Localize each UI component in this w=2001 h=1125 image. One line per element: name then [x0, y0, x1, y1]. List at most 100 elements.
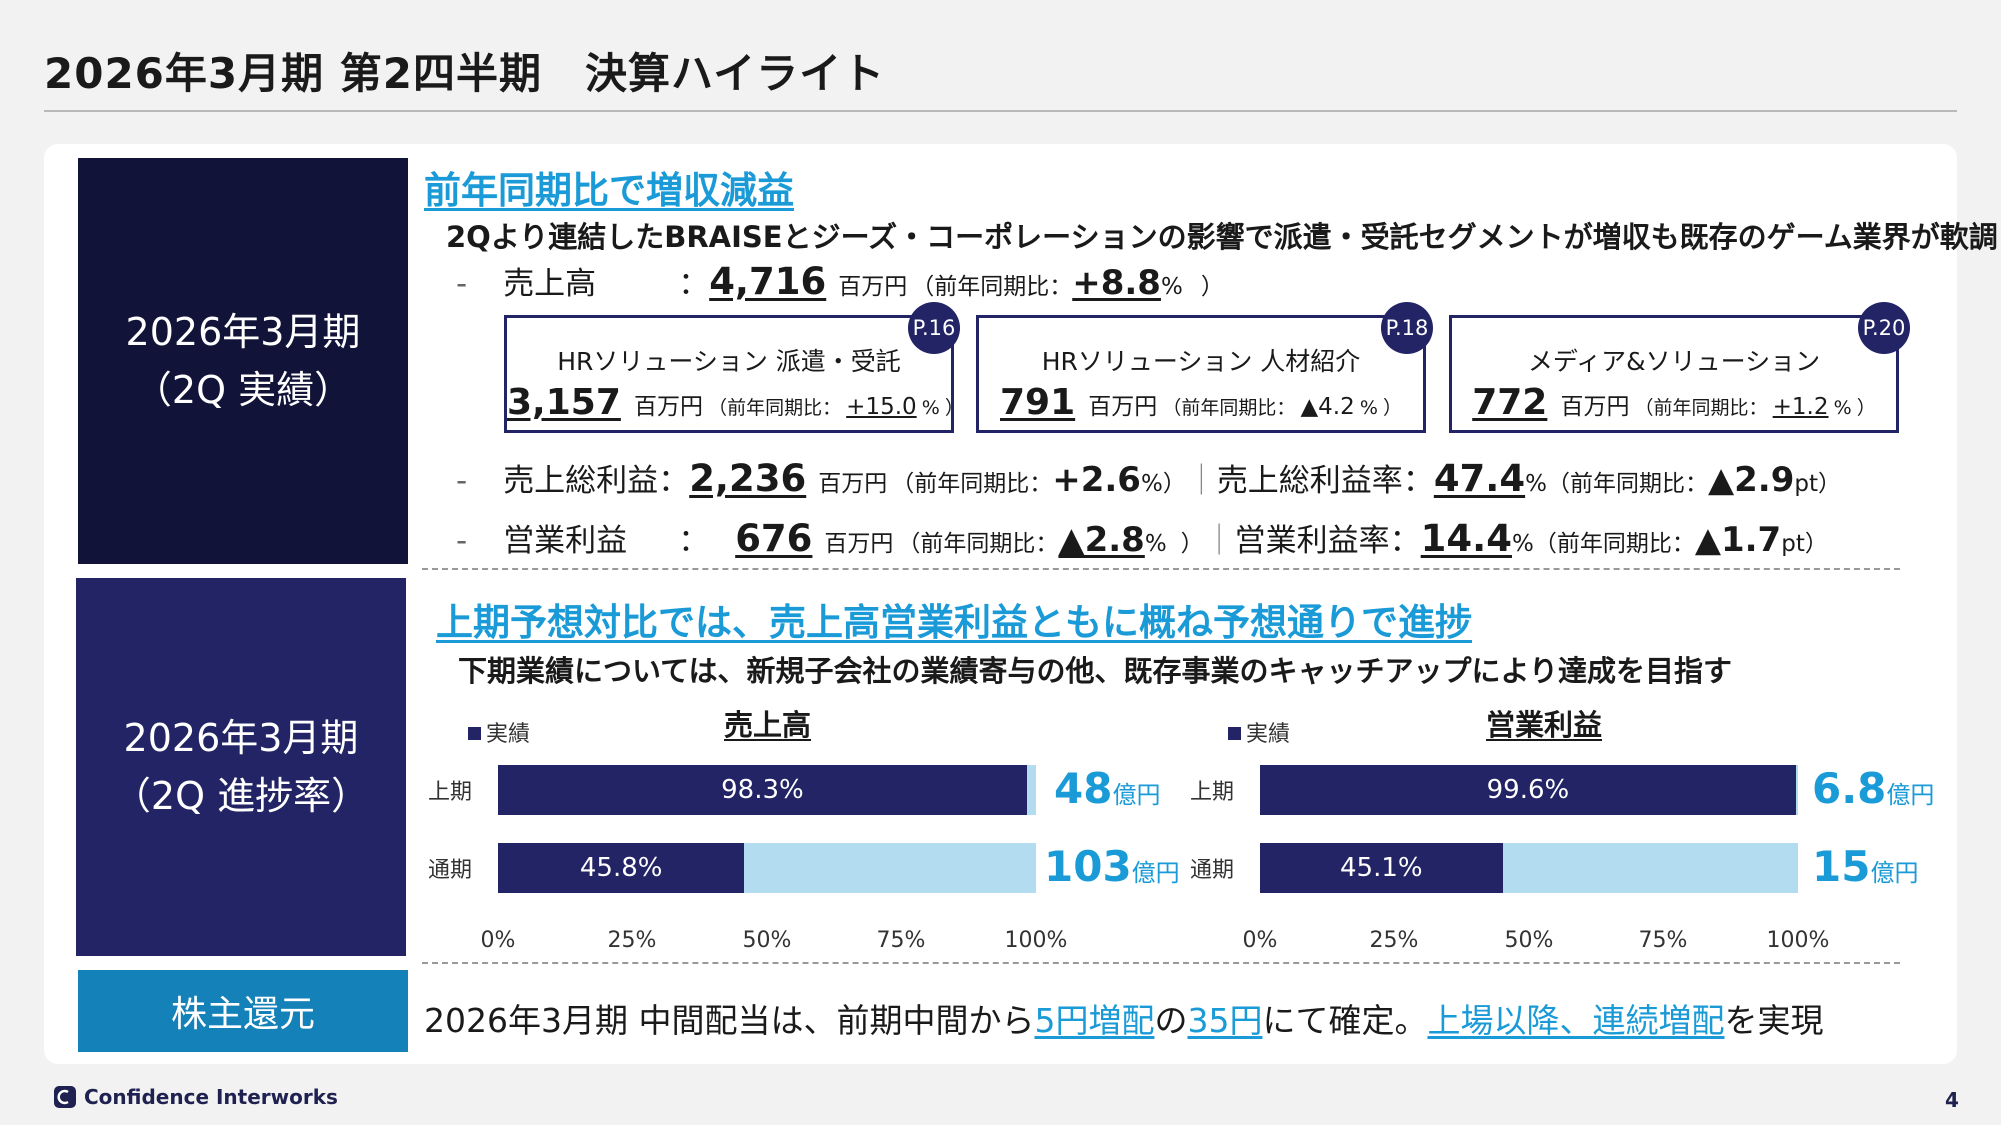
yoy-open: （前年同期比： [911, 274, 1073, 300]
yoy-open: （前年同期比： [1162, 397, 1296, 419]
close: ） [1162, 471, 1186, 497]
close: ） [1856, 397, 1876, 419]
section-label-progress: 2026年3月期 （2Q 進捗率） [76, 578, 406, 956]
ci-logo-icon [54, 1086, 76, 1108]
page-ref-badge[interactable]: P.20 [1858, 302, 1910, 354]
label-line1: 2026年3月期 [123, 716, 359, 760]
separator: ｜ [1203, 523, 1235, 559]
yoy-open: （前年同期比： [1634, 397, 1768, 419]
bar-track: 98.3% [498, 765, 1036, 815]
dividend-amount: 35円 [1187, 1001, 1263, 1040]
chart-title: 売上高 [724, 708, 812, 742]
target-number: 103 [1044, 842, 1132, 891]
target-value: 48億円 [1054, 764, 1160, 813]
unit: 百万円 [1560, 394, 1630, 420]
axis-tick: 50% [742, 928, 792, 953]
pct: % [921, 397, 940, 419]
segment-value: 791 [1000, 382, 1076, 423]
gross-rate-yoy: ▲2.9 [1707, 460, 1795, 500]
axis-tick: 100% [1766, 928, 1830, 953]
segment-box-media: メディア&ソリューション 772 百万円 （前年同期比： +1.2 % ） [1449, 315, 1899, 433]
title-divider [44, 110, 1957, 112]
close: ） [944, 397, 964, 419]
colon: ： [658, 463, 690, 499]
close: ） [1200, 274, 1224, 300]
pct: % [1525, 471, 1547, 497]
segment-value-line: 791 百万円 （前年同期比： ▲4.2 % ） [979, 382, 1423, 423]
unit: 百万円 [818, 471, 888, 497]
segment-value-line: 772 百万円 （前年同期比： +1.2 % ） [1452, 382, 1896, 423]
axis-tick: 50% [1504, 928, 1554, 953]
sales-line: - 売上高 ： 4,716 百万円 （前年同期比： +8.8 % ） [456, 258, 1224, 303]
yoy-open: （前年同期比： [1546, 471, 1708, 497]
bar-track: 45.8% [498, 843, 1036, 893]
pct: % [1833, 397, 1852, 419]
segment-box-dispatch: HRソリューション 派遣・受託 3,157 百万円 （前年同期比： +15.0 … [504, 315, 964, 433]
bar-full-year: 45.1% [1260, 843, 1503, 893]
unit: 百万円 [633, 394, 703, 420]
axis-tick: 75% [1638, 928, 1688, 953]
bullet-dash: - [456, 523, 468, 559]
dividend-text: にて確定。 [1262, 1001, 1428, 1040]
segment-name: HRソリューション 人材紹介 [1041, 347, 1361, 376]
legend-swatch [468, 727, 481, 740]
page-title: 2026年3月期 第2四半期 決算ハイライト [44, 49, 886, 98]
dividend-text: を実現 [1724, 1001, 1824, 1040]
company-name: Confidence Interworks [84, 1085, 338, 1109]
legend-label: 実績 [1246, 722, 1291, 747]
sales-yoy: +8.8 [1072, 263, 1161, 303]
dividend-text: 2026年3月期 中間配当は、前期中間から [424, 1001, 1035, 1040]
gross-yoy: +2.6 [1052, 460, 1141, 500]
unit: 百万円 [838, 274, 908, 300]
dividend-statement: 2026年3月期 中間配当は、前期中間から5円増配の35円にて確定。上場以降、連… [424, 994, 1823, 1042]
dividend-text: の [1154, 1001, 1188, 1040]
colon: ： [1389, 523, 1421, 559]
gross-label: 売上総利益 [503, 463, 659, 499]
pct: % [1144, 531, 1167, 557]
segment-yoy: +15.0 [846, 394, 917, 420]
pct: % [1160, 274, 1183, 300]
target-unit: 億円 [1886, 781, 1935, 809]
pct: % [1359, 397, 1378, 419]
dashed-divider [422, 568, 1900, 570]
close: ） [1180, 531, 1204, 557]
op-profit-progress-chart: 実績 営業利益 上期 通期 99.6% 45.1% 6.8億円 15億円 0% … [1186, 700, 1946, 960]
results-heading: 前年同期比で増収減益 [424, 169, 794, 212]
bar-track: 45.1% [1260, 843, 1798, 893]
gross-rate: 47.4 [1433, 457, 1526, 500]
category-label: 通期 [428, 858, 473, 883]
gross-rate-label: 売上総利益率 [1216, 463, 1403, 499]
segment-box-recruit: HRソリューション 人材紹介 791 百万円 （前年同期比： ▲4.2 % ） [976, 315, 1426, 433]
pt: pt [1781, 531, 1805, 557]
section-label-results: 2026年3月期 （2Q 実績） [78, 158, 408, 564]
bar-upper-half: 98.3% [498, 765, 1027, 815]
category-label: 上期 [1190, 780, 1235, 805]
close: ） [1382, 397, 1402, 419]
page-ref-badge[interactable]: P.18 [1381, 302, 1433, 354]
axis-tick: 100% [1004, 928, 1068, 953]
segment-yoy: ▲4.2 [1300, 394, 1355, 420]
yoy-open: （前年同期比： [891, 471, 1053, 497]
yoy-open: （前年同期比： [708, 397, 842, 419]
colon: ： [678, 266, 710, 302]
axis-tick: 75% [876, 928, 926, 953]
section-label-shareholder: 株主還元 [78, 970, 408, 1052]
legend-swatch [1228, 727, 1241, 740]
sales-label: 売上高 [503, 266, 597, 302]
pct: % [1511, 531, 1534, 557]
progress-heading: 上期予想対比では、売上高営業利益ともに概ね予想通りで進捗 [436, 601, 1472, 644]
gross-profit-line: - 売上総利益 ： 2,236 百万円 （前年同期比： +2.6 % ） ｜ 売… [456, 455, 1841, 500]
segment-value: 772 [1472, 382, 1548, 423]
op-rate-label: 営業利益率 [1234, 523, 1390, 559]
bar-track: 99.6% [1260, 765, 1798, 815]
category-label: 上期 [428, 780, 473, 805]
label-line2: （2Q 進捗率） [112, 774, 370, 818]
pt: pt [1794, 471, 1818, 497]
target-unit: 億円 [1112, 781, 1161, 809]
close: ） [1804, 531, 1828, 557]
target-unit: 億円 [1131, 859, 1180, 887]
target-number: 48 [1054, 764, 1113, 813]
progress-subtext: 下期業績については、新規子会社の業績寄与の他、既存事業のキャッチアップにより達成… [458, 654, 1732, 688]
page-ref-badge[interactable]: P.16 [908, 302, 960, 354]
dashed-divider [422, 962, 1900, 964]
